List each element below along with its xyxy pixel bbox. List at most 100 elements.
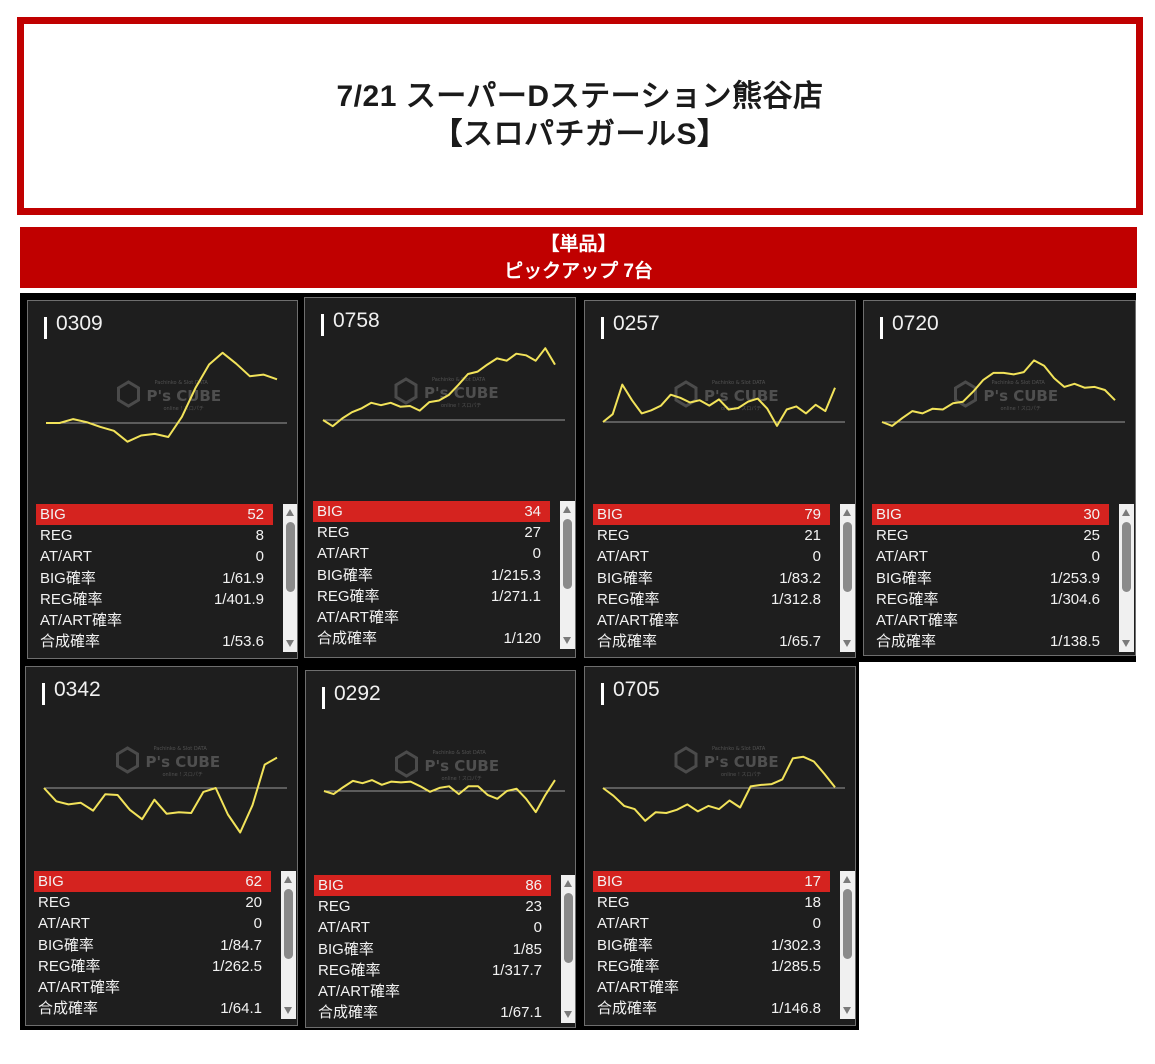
stat-label: REG確率 [38,957,101,975]
stat-label: AT/ART [318,919,370,937]
scrollbar[interactable] [840,504,855,652]
stat-row: BIG確率 1/61.9 [36,568,273,589]
scroll-up-icon[interactable] [843,509,851,516]
scroll-up-icon[interactable] [286,509,294,516]
watermark-sub: online ! スロパチ [1001,406,1041,412]
stat-label: AT/ART確率 [597,611,679,629]
scroll-down-icon[interactable] [563,637,571,644]
stat-label: 合成確率 [317,630,378,648]
stat-value: 1/65.7 [779,633,821,651]
scroll-thumb[interactable] [843,889,852,959]
scrollbar[interactable] [560,501,575,649]
stat-label: REG確率 [318,961,381,979]
scrollbar[interactable] [840,871,855,1019]
stat-label: BIG [318,877,344,894]
scroll-down-icon[interactable] [286,640,294,647]
stat-row: BIG確率 1/85 [314,939,551,960]
scroll-thumb[interactable] [284,889,293,959]
machine-number: 0720 [892,312,939,335]
stat-label: REG確率 [597,590,660,608]
stat-row: AT/ART 0 [314,917,551,938]
machine-card[interactable]: 0257 P's CUBE Pachinko & Slot DATA online !… [584,300,856,658]
stat-row: REG 23 [314,896,551,917]
stat-label: BIG確率 [597,569,653,587]
stat-row: BIG 17 [593,871,830,893]
stat-row: BIG 79 [593,504,830,526]
stat-value: 0 [812,915,821,933]
stat-value: 1/85 [512,940,542,958]
scroll-up-icon[interactable] [1122,509,1130,516]
slump-line [602,755,836,822]
scroll-down-icon[interactable] [843,640,851,647]
stats-table: BIG 86 REG 23 AT/ART 0 BIG確率 1/85 REG確率 1/317.7 AT… [314,875,575,1023]
stat-label: AT/ART [876,548,928,566]
stat-value: 17 [804,873,821,890]
scroll-up-icon[interactable] [284,876,292,883]
scroll-up-icon[interactable] [564,880,572,887]
machine-card[interactable]: 0292 P's CUBE Pachinko & Slot DATA online !… [305,670,576,1028]
watermark-top: Pachinko & Slot DATA [712,380,766,386]
stat-row: 合成確率 1/53.6 [36,631,273,652]
stat-value: 18 [804,894,821,912]
stat-value: 1/67.1 [500,1004,542,1022]
stats-table: BIG 30 REG 25 AT/ART 0 BIG確率 1/253.9 REG確率 1/304.… [872,504,1134,652]
stat-label: AT/ART確率 [40,611,122,629]
stat-label: REG [876,527,909,545]
stat-label: REG [318,898,351,916]
stat-row: REG 25 [872,525,1109,546]
machine-card[interactable]: 0705 P's CUBE Pachinko & Slot DATA online !… [584,666,856,1026]
scrollbar[interactable] [561,875,575,1023]
scrollbar[interactable] [283,504,297,652]
stat-row: BIG 62 [34,871,271,893]
stat-label: BIG [597,873,623,890]
stat-row: BIG確率 1/83.2 [593,568,830,589]
stat-label: AT/ART確率 [318,982,400,1000]
watermark-top: Pachinko & Slot DATA [992,380,1046,386]
stat-value: 52 [247,506,264,523]
stat-row: REG確率 1/304.6 [872,589,1109,610]
machine-card[interactable]: 0309 P's CUBE Pachinko & Slot DATA online !… [27,300,298,659]
scroll-up-icon[interactable] [563,506,571,513]
stat-row: REG 18 [593,892,830,913]
scroll-thumb[interactable] [843,522,852,592]
slump-line [322,347,556,428]
cube-icon [954,380,977,408]
scrollbar[interactable] [1119,504,1134,652]
stat-label: REG確率 [876,590,939,608]
stat-value: 1/285.5 [770,957,821,975]
stat-value: 1/53.6 [222,633,264,651]
scroll-thumb[interactable] [1122,522,1131,592]
stat-value: 62 [245,873,262,890]
watermark-top: Pachinko & Slot DATA [433,750,487,756]
scroll-thumb[interactable] [563,519,572,589]
machine-card[interactable]: 0342 P's CUBE Pachinko & Slot DATA online !… [25,666,298,1026]
scroll-thumb[interactable] [564,893,573,963]
stats-table: BIG 79 REG 21 AT/ART 0 BIG確率 1/83.2 REG確率 1/312.8… [593,504,855,652]
stat-label: AT/ART [40,548,92,566]
scrollbar[interactable] [281,871,296,1019]
machine-card[interactable]: 0758 P's CUBE Pachinko & Slot DATA online !… [304,297,576,658]
stat-value: 27 [524,524,541,542]
title-box: 7/21 スーパーDステーション熊谷店 【スロパチガールS】 [17,17,1143,215]
scroll-down-icon[interactable] [564,1011,572,1018]
scroll-down-icon[interactable] [284,1007,292,1014]
stat-value: 30 [1083,506,1100,523]
scroll-up-icon[interactable] [843,876,851,883]
scroll-down-icon[interactable] [843,1007,851,1014]
scroll-down-icon[interactable] [1122,640,1130,647]
stat-row: AT/ART 0 [36,546,273,567]
machine-number: 0758 [333,309,380,332]
machine-card[interactable]: 0720 P's CUBE Pachinko & Slot DATA online !… [863,300,1136,656]
scroll-thumb[interactable] [286,522,295,592]
stat-label: AT/ART確率 [876,611,958,629]
stat-value: 1/120 [503,630,541,648]
stat-row: AT/ART 0 [872,546,1109,567]
slump-line [323,779,556,814]
stat-value: 1/262.5 [211,957,262,975]
machine-id-marker [44,317,47,339]
stat-value: 1/84.7 [220,936,262,954]
